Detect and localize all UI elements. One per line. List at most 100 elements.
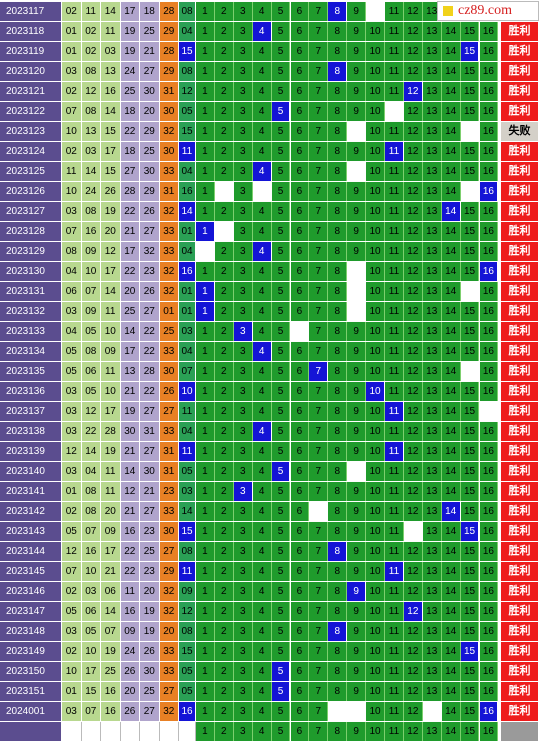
result-badge: 胜利 (499, 422, 539, 441)
grid-cell-6: 6 (290, 582, 310, 601)
grid-cell-10: 10 (366, 282, 385, 301)
special-number-cell: 01 (179, 222, 196, 241)
grid-cell-10: 10 (366, 162, 385, 181)
table-row: 2023118 01 02 11 19 25 29 04 1 2 3 4 5 6 7 8 9 10 11 12 13 14… (0, 22, 539, 42)
grid-cell-11: 11 (385, 462, 404, 481)
grid-cell-7: 7 (309, 342, 329, 361)
grid-cell-6: 6 (290, 382, 310, 401)
number-cell: 03 (62, 62, 82, 81)
grid-cell-16: 16 (479, 662, 499, 681)
grid-cell-14: 14 (441, 362, 461, 381)
grid-cell-8: 8 (328, 582, 348, 601)
grid-cell-14: 14 (441, 142, 461, 161)
number-cell: 20 (140, 102, 160, 121)
grid-cell-13: 13 (422, 482, 442, 501)
grid-cell-14: 14 (441, 442, 461, 461)
table-row: 2023151 01 15 16 20 25 27 05 1 2 3 4 5 6 7 8 9 10 11 12 13 14… (0, 682, 539, 702)
grid-cell-9 (347, 162, 367, 181)
grid-cell-2: 2 (214, 62, 234, 81)
result-badge: 胜利 (499, 522, 539, 541)
grid-cell-3: 3 (233, 282, 253, 301)
number-cell: 28 (140, 362, 160, 381)
grid-cell-3: 3 (233, 222, 253, 241)
result-badge: 胜利 (499, 262, 539, 281)
number-cell: 01 (159, 302, 179, 321)
table-row: 2023136 03 05 10 21 22 26 10 1 2 3 4 5 6 7 8 9 10 11 12 13 14… (0, 382, 539, 402)
period-cell: 2023124 (0, 142, 62, 161)
grid-cell-13: 13 (422, 62, 442, 81)
table-row: 2023124 02 03 17 18 25 30 11 1 2 3 4 5 6 7 8 9 10 11 12 13 14… (0, 142, 539, 162)
period-cell: 2023127 (0, 202, 62, 221)
grid-cell-8: 8 (328, 482, 348, 501)
period-cell: 2023117 (0, 2, 62, 21)
grid-cell-7: 7 (309, 562, 329, 581)
grid-cell-11: 11 (385, 482, 404, 501)
number-cell: 18 (140, 2, 160, 21)
grid-cell-5: 5 (271, 2, 291, 21)
table-row: 2023142 02 08 20 21 27 33 14 1 2 3 4 5 6 8 9 10 11 12 13 14 1… (0, 502, 539, 522)
grid-cell-11: 11 (385, 142, 404, 161)
period-cell: 2023131 (0, 282, 62, 301)
grid-cell-10: 10 (366, 582, 385, 601)
number-cell: 11 (101, 462, 121, 481)
grid-cell-2: 2 (214, 542, 234, 561)
grid-cell-7: 7 (309, 462, 329, 481)
number-cell: 02 (62, 582, 82, 601)
number-cell: 32 (159, 582, 179, 601)
grid-cell-13: 13 (422, 182, 442, 201)
grid-cell-15: 15 (460, 562, 480, 581)
table-row: 2023134 05 08 09 17 22 33 04 1 2 3 4 5 6 7 8 9 10 11 12 13 14… (0, 342, 539, 362)
grid-cell-6: 6 (290, 182, 310, 201)
grid-cell-8: 8 (328, 222, 348, 241)
grid-cell-1: 1 (196, 562, 215, 581)
grid-cell-12: 12 (403, 462, 423, 481)
grid-cell-2: 2 (214, 522, 234, 541)
grid-cell-13: 13 (422, 602, 442, 621)
grid-cell-7: 7 (309, 662, 329, 681)
grid-cell-9: 9 (347, 542, 367, 561)
grid-cell-16: 16 (479, 362, 499, 381)
grid-cell-15: 15 (460, 262, 480, 281)
special-number-cell: 12 (179, 82, 196, 101)
grid-cell-13: 13 (422, 82, 442, 101)
number-cell: 16 (120, 602, 140, 621)
grid-cell-5: 5 (271, 582, 291, 601)
grid-cell-2: 2 (214, 482, 234, 501)
number-cell: 19 (120, 22, 140, 41)
grid-cell-7: 7 (309, 702, 329, 721)
number-cell: 32 (159, 602, 179, 621)
number-cell: 20 (101, 222, 121, 241)
grid-cell-1: 1 (196, 262, 215, 281)
grid-cell-5: 5 (271, 102, 291, 121)
grid-cell-9: 9 (347, 62, 367, 81)
grid-cell-2: 2 (214, 602, 234, 621)
grid-cell-2: 2 (214, 642, 234, 661)
grid-cell-14: 14 (441, 602, 461, 621)
grid-cell-7: 7 (309, 602, 329, 621)
result-badge: 胜利 (499, 322, 539, 341)
grid-cell-10: 10 (366, 42, 385, 61)
grid-cell-6: 6 (290, 282, 310, 301)
site-logo[interactable]: cz89.com (437, 1, 539, 21)
grid-cell-4: 4 (252, 542, 272, 561)
grid-cell-6: 6 (290, 522, 310, 541)
number-cell: 21 (120, 442, 140, 461)
table-row: 2023148 03 05 07 09 19 20 08 1 2 3 4 5 6 7 8 9 10 11 12 13 14… (0, 622, 539, 642)
grid-cell-16: 16 (479, 702, 499, 721)
grid-cell-1: 1 (196, 482, 215, 501)
grid-cell-11: 11 (385, 662, 404, 681)
number-cell: 30 (159, 362, 179, 381)
grid-cell-9: 9 (347, 522, 367, 541)
number-cell: 29 (140, 122, 160, 141)
grid-cell-7: 7 (309, 402, 329, 421)
number-cell: 26 (140, 282, 160, 301)
grid-cell-13: 13 (422, 222, 442, 241)
footer-grid-cell: 7 (309, 722, 329, 741)
grid-cell-9: 9 (347, 582, 367, 601)
number-cell: 07 (62, 102, 82, 121)
grid-cell-14: 14 (441, 402, 461, 421)
grid-cell-11 (385, 102, 404, 121)
footer-grid-cell: 5 (271, 722, 291, 741)
grid-cell-15: 15 (460, 702, 480, 721)
grid-cell-8: 8 (328, 122, 348, 141)
